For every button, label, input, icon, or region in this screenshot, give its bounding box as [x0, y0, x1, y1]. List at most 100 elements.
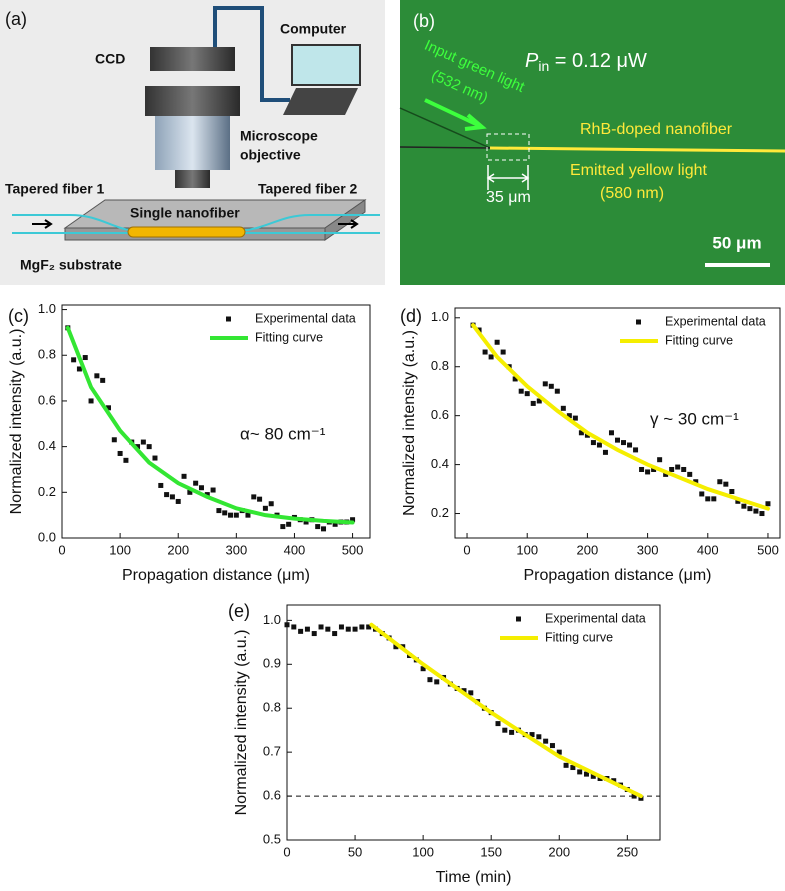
data-point	[657, 457, 663, 463]
label-nanofiber: Single nanofiber	[130, 205, 240, 221]
keyboard	[283, 88, 358, 115]
annotation: α~ 80 cm⁻¹	[240, 424, 326, 443]
data-point	[584, 432, 590, 438]
x-tick-label: 0	[283, 844, 290, 859]
legend-swatch	[226, 316, 231, 322]
data-point	[711, 496, 717, 502]
y-tick-label: 1.0	[38, 301, 56, 316]
x-tick-label: 0	[463, 542, 470, 557]
power-symbol: P	[525, 50, 539, 72]
data-point	[602, 449, 608, 455]
data-point	[572, 415, 578, 421]
nanofiber	[127, 226, 246, 238]
data-point	[577, 769, 583, 775]
scale-label: 50 μm	[712, 233, 761, 252]
substrate-side	[324, 199, 366, 241]
data-point	[332, 631, 338, 637]
power-subscript: in	[538, 58, 549, 74]
x-tick-label: 500	[342, 542, 364, 557]
data-point	[529, 732, 535, 738]
data-point	[608, 430, 614, 436]
data-point	[94, 373, 100, 379]
length-marker	[486, 165, 530, 190]
y-tick-label: 0.6	[263, 788, 281, 803]
data-point	[420, 666, 426, 672]
emitted-label: (580 nm)	[600, 185, 664, 202]
legend-swatch	[516, 616, 521, 622]
data-point	[135, 444, 141, 450]
x-axis-label: Propagation distance (μm)	[122, 567, 310, 584]
data-point	[693, 479, 699, 485]
power-value: = 0.12 μW	[549, 50, 647, 72]
data-point	[393, 644, 399, 650]
data-point	[488, 354, 494, 360]
input-arrow	[424, 98, 487, 131]
data-point	[530, 400, 536, 406]
data-point	[699, 491, 705, 497]
data-point	[549, 743, 555, 749]
data-point	[583, 771, 589, 777]
legend-label: Experimental data	[545, 611, 646, 625]
data-point	[566, 413, 572, 419]
y-tick-label: 0.2	[431, 505, 449, 520]
data-point	[747, 506, 753, 512]
y-axis-label: Normalized intensity (a.u.)	[233, 630, 250, 816]
data-point	[621, 440, 627, 446]
data-point	[71, 357, 77, 363]
ccd-camera	[150, 47, 235, 71]
panel-a: (a) CCD Computer Microscope objective Ta…	[0, 0, 385, 285]
data-point	[105, 405, 111, 411]
data-point	[495, 721, 501, 727]
data-point	[639, 466, 645, 472]
data-point	[723, 481, 729, 487]
data-point	[502, 727, 508, 733]
data-point	[590, 773, 596, 779]
data-point	[280, 524, 286, 530]
legend-label: Experimental data	[665, 314, 766, 328]
data-point	[494, 339, 500, 345]
data-point	[291, 624, 297, 630]
data-point	[204, 492, 210, 498]
data-point	[536, 734, 542, 740]
data-point	[729, 489, 735, 495]
power-label: Pin = 0.12 μW	[525, 50, 647, 73]
data-point	[76, 366, 82, 372]
label-fiber: Tapered fiber 1	[5, 181, 105, 197]
plot-frame	[61, 304, 371, 539]
data-point	[318, 624, 324, 630]
data-point	[524, 391, 530, 397]
data-point	[596, 442, 602, 448]
x-tick-label: 200	[577, 542, 599, 557]
data-point	[556, 749, 562, 755]
data-point	[687, 471, 693, 477]
data-point	[536, 398, 542, 404]
data-point	[717, 479, 723, 485]
data-point	[645, 469, 651, 475]
data-point	[216, 508, 222, 514]
y-tick-label: 0.9	[263, 656, 281, 671]
monitor	[291, 44, 361, 86]
label-substrate: MgF₂ substrate	[20, 257, 122, 273]
data-point	[543, 738, 549, 744]
y-tick-label: 0.6	[431, 407, 449, 422]
data-point	[500, 349, 506, 355]
data-point	[753, 508, 759, 514]
legend-swatch	[636, 319, 641, 325]
data-point	[222, 510, 228, 516]
objective-tip	[175, 170, 210, 188]
data-point	[345, 626, 351, 632]
data-point	[509, 729, 515, 735]
cable	[213, 6, 290, 102]
data-point	[705, 496, 711, 502]
objective-top	[145, 86, 240, 116]
dark-fiber	[399, 146, 491, 149]
plot-frame	[286, 604, 661, 841]
y-tick-label: 1.0	[431, 309, 449, 324]
data-point	[315, 524, 321, 530]
data-point	[158, 482, 164, 488]
data-point	[303, 519, 309, 525]
y-tick-label: 0.8	[263, 700, 281, 715]
length-label: 35 μm	[486, 189, 531, 206]
data-point	[181, 473, 187, 479]
